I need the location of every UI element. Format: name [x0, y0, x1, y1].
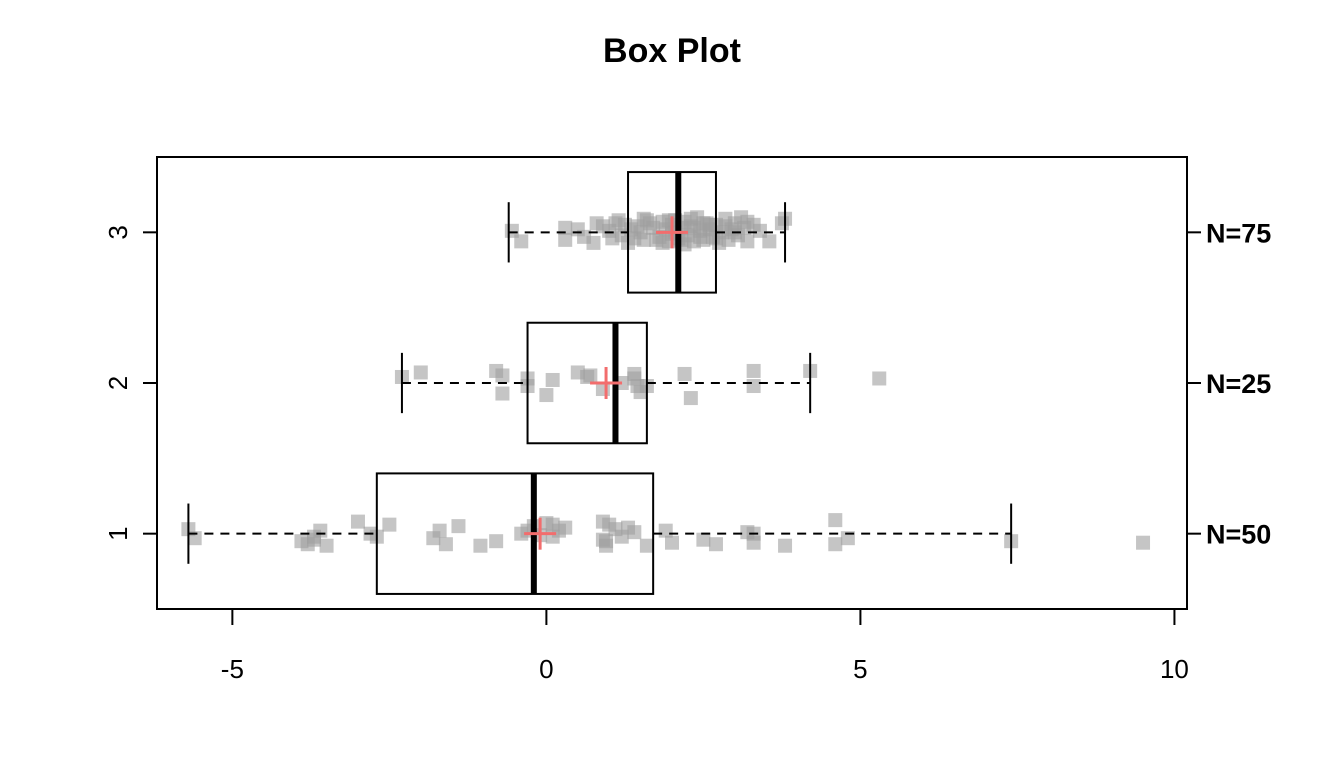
data-point: [683, 391, 698, 406]
data-point: [708, 537, 723, 552]
group-count-labels: N=50 N=25 N=75: [1187, 218, 1271, 550]
data-point: [828, 537, 843, 552]
data-point: [718, 211, 733, 226]
x-tick-label: 5: [853, 654, 867, 684]
data-point: [683, 211, 698, 226]
data-point: [514, 234, 529, 249]
n-label: N=25: [1206, 369, 1271, 399]
data-point: [872, 371, 887, 386]
data-point: [319, 538, 334, 553]
data-point: [661, 213, 676, 228]
data-point: [539, 388, 554, 403]
x-axis: -5 0 5 10: [221, 608, 1189, 684]
chart-title: Box Plot: [603, 32, 741, 70]
data-point: [633, 385, 648, 400]
data-point: [658, 523, 673, 538]
data-point: [545, 529, 560, 544]
data-point: [580, 369, 595, 384]
data-point: [696, 532, 711, 547]
x-tick-label: -5: [221, 654, 244, 684]
data-point: [740, 234, 755, 249]
data-point: [473, 538, 488, 553]
data-point: [746, 379, 761, 394]
group-2-box: [526, 321, 648, 445]
n-label: N=50: [1206, 520, 1271, 550]
data-point: [840, 531, 855, 546]
data-point: [702, 217, 717, 232]
data-point: [350, 514, 365, 529]
y-tick-label: 1: [103, 526, 133, 540]
data-point: [740, 214, 755, 229]
data-point: [187, 531, 202, 546]
data-point: [778, 538, 793, 553]
data-point: [589, 216, 604, 231]
data-point: [489, 534, 504, 549]
group-1-box: [375, 472, 655, 595]
data-point: [639, 538, 654, 553]
data-point: [655, 235, 670, 250]
data-point: [752, 223, 767, 238]
data-point: [677, 366, 692, 381]
data-point: [545, 372, 560, 387]
data-point: [828, 513, 843, 528]
data-point: [746, 363, 761, 378]
data-point: [432, 523, 447, 538]
data-point: [599, 538, 614, 553]
data-point: [558, 232, 573, 247]
group-3-box: [627, 171, 717, 294]
data-point: [307, 529, 322, 544]
data-point: [665, 535, 679, 550]
data-point: [627, 366, 642, 381]
data-point: [558, 220, 573, 235]
data-point: [451, 519, 466, 534]
data-point: [605, 231, 620, 246]
data-point: [636, 211, 651, 226]
y-axis: 1 2 3: [103, 225, 157, 541]
data-point: [495, 368, 510, 383]
data-point: [611, 213, 626, 228]
data-point: [762, 234, 777, 249]
jitter-points-layer: [181, 210, 1151, 553]
y-tick-label: 3: [103, 225, 133, 239]
n-label: N=75: [1206, 218, 1271, 248]
data-point: [621, 520, 636, 535]
x-tick-label: 0: [539, 654, 553, 684]
x-tick-label: 10: [1160, 654, 1189, 684]
data-point: [627, 231, 642, 246]
boxes-layer: [187, 171, 1013, 595]
data-point: [413, 365, 428, 380]
data-point: [558, 520, 573, 535]
data-point: [495, 386, 510, 401]
mean-markers-layer: [524, 216, 688, 550]
y-tick-label: 2: [103, 376, 133, 390]
data-point: [438, 537, 453, 552]
data-point: [693, 229, 708, 244]
data-point: [382, 517, 397, 532]
data-point: [1136, 535, 1151, 550]
data-point: [586, 235, 601, 250]
